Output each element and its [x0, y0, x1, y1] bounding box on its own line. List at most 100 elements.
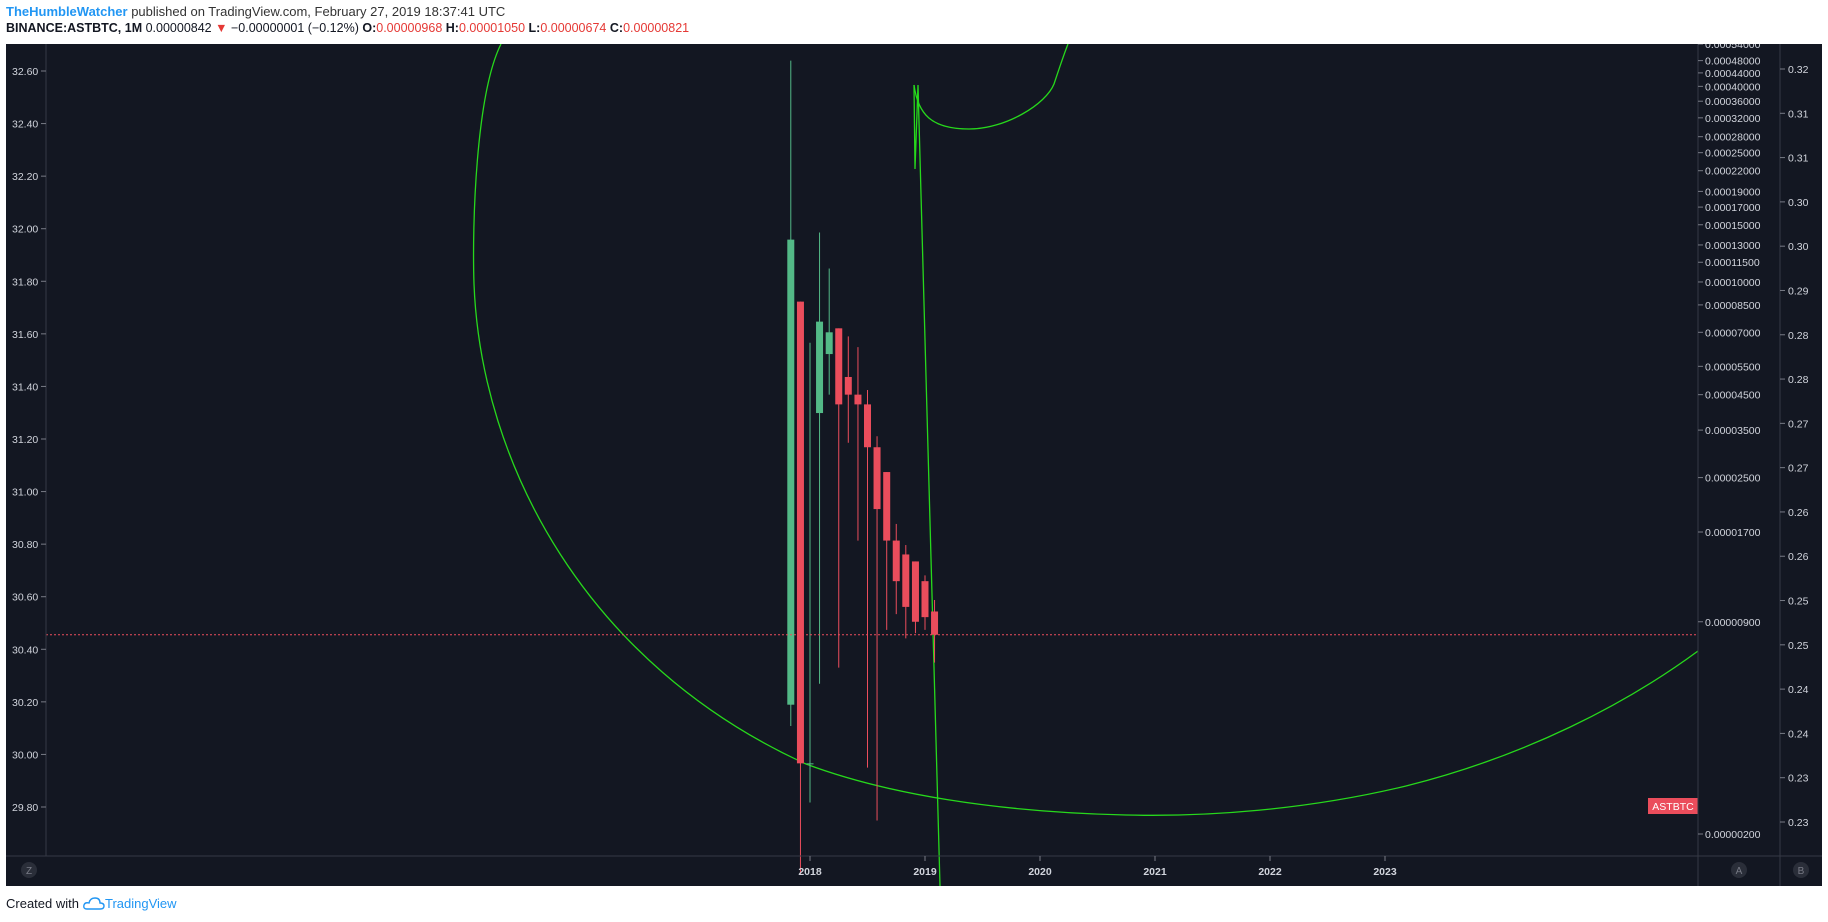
- candle-body: [864, 404, 871, 448]
- right-axis-label: 0.00002500: [1705, 473, 1761, 485]
- candle[interactable]: [911, 561, 919, 634]
- candle-body: [806, 763, 814, 765]
- time-axis[interactable]: 2018 2019 2020 2021 2022 2023: [798, 856, 1397, 878]
- left-axis-label: 31.20: [12, 434, 38, 446]
- right-axis-label: 0.00017000: [1705, 202, 1761, 214]
- candle-body: [854, 394, 862, 405]
- left-axis-label: 32.20: [12, 171, 38, 183]
- candle-body: [816, 321, 824, 414]
- right-axis-label: 0.00032000: [1705, 113, 1761, 125]
- publish-header: TheHumbleWatcher published on TradingVie…: [6, 4, 505, 19]
- low-value: 0.00000674: [540, 21, 607, 35]
- scale-button-left-bg[interactable]: [21, 862, 37, 878]
- tradingview-link[interactable]: TradingView: [83, 896, 177, 911]
- far-right-axis-label: 0.30: [1788, 197, 1809, 209]
- far-right-axis-label: 0.24: [1788, 728, 1809, 740]
- candle[interactable]: [892, 523, 900, 615]
- candle[interactable]: [806, 342, 814, 803]
- right-axis-label: 0.00001700: [1705, 527, 1761, 539]
- right-axis-label: 0.00003500: [1705, 425, 1761, 437]
- chart-container[interactable]: ASTBTC 32.60 32.40 32.20 32.00 31.80 31.60 31.…: [6, 39, 1822, 887]
- arc-drawing-small[interactable]: [913, 43, 1069, 130]
- low-label: L:: [528, 21, 541, 35]
- right-price-axis[interactable]: 0.00054000 0.000480000.000440000.00040000…: [1698, 39, 1761, 841]
- far-right-axis-label: 0.26: [1788, 551, 1809, 563]
- candle[interactable]: [796, 301, 804, 875]
- far-right-axis-label: 0.31: [1788, 153, 1809, 165]
- high-value: 0.00001050: [458, 21, 526, 35]
- arc-drawing-large[interactable]: [472, 43, 1699, 816]
- left-axis-label: 30.00: [12, 749, 38, 761]
- tradingview-cloud-icon: [83, 896, 105, 910]
- scale-button-auto[interactable]: A: [1731, 862, 1747, 878]
- price-change: −0.00000001 (−0.12%): [230, 21, 359, 35]
- candle[interactable]: [835, 328, 843, 668]
- right-axis-label: 0.00048000: [1705, 56, 1761, 68]
- time-axis-label: 2020: [1028, 866, 1052, 878]
- close-value: 0.00000821: [623, 21, 690, 35]
- right-axis-label: 0.00000900: [1705, 617, 1761, 629]
- right-axis-label: 0.00028000: [1705, 132, 1761, 144]
- chart-svg[interactable]: ASTBTC 32.60 32.40 32.20 32.00 31.80 31.60 31.…: [6, 39, 1822, 887]
- candle[interactable]: [816, 232, 824, 684]
- scale-button-left-label: Z: [26, 866, 32, 877]
- candle[interactable]: [883, 472, 891, 630]
- scale-button-b-bg[interactable]: [1793, 862, 1809, 878]
- left-axis-label: 30.80: [12, 539, 38, 551]
- right-axis-label: 0.00013000: [1705, 240, 1761, 252]
- far-right-axis-label: 0.28: [1788, 330, 1809, 342]
- far-right-axis-label: 0.25: [1788, 596, 1809, 608]
- left-axis-label: 31.00: [12, 487, 38, 499]
- candle[interactable]: [931, 600, 939, 663]
- price-tag: ASTBTC: [1648, 798, 1698, 814]
- time-axis-label: 2022: [1258, 866, 1282, 878]
- candle[interactable]: [921, 575, 929, 630]
- footer: Created with TradingView: [6, 896, 177, 911]
- far-right-price-axis[interactable]: 0.32 0.31 0.31 0.30 0.30 0.29 0.28 0.28 0.27 0.27…: [1780, 64, 1809, 829]
- open-value: 0.00000968: [376, 21, 443, 35]
- candle[interactable]: [902, 545, 910, 639]
- time-axis-label: 2023: [1373, 866, 1397, 878]
- right-axis-label: 0.00011500: [1705, 257, 1760, 269]
- candle[interactable]: [844, 336, 852, 443]
- time-axis-label: 2021: [1143, 866, 1167, 878]
- far-right-axis-label: 0.32: [1788, 64, 1809, 76]
- far-right-axis-label: 0.30: [1788, 241, 1809, 253]
- scale-button-b-label: B: [1798, 866, 1805, 877]
- candle[interactable]: [854, 347, 862, 541]
- scale-button-auto-bg[interactable]: [1731, 862, 1747, 878]
- left-axis-label: 31.40: [12, 381, 38, 393]
- candle[interactable]: [864, 390, 871, 768]
- far-right-axis-label: 0.29: [1788, 285, 1809, 297]
- left-price-axis[interactable]: 32.60 32.40 32.20 32.00 31.80 31.60 31.40 31.20…: [12, 66, 46, 814]
- tradingview-brand: TradingView: [104, 896, 177, 911]
- time-axis-label: 2019: [913, 866, 937, 878]
- candle-body: [844, 376, 852, 395]
- candle-body: [902, 554, 910, 607]
- right-axis-label: 0.00040000: [1705, 81, 1761, 93]
- trend-line-drawing[interactable]: [913, 84, 941, 887]
- far-right-axis-label: 0.25: [1788, 640, 1809, 652]
- candle-body: [921, 581, 929, 618]
- far-right-axis-label: 0.31: [1788, 108, 1809, 120]
- down-arrow-icon: ▼: [215, 21, 228, 35]
- scale-button-b[interactable]: B: [1793, 862, 1809, 878]
- candle[interactable]: [825, 268, 833, 395]
- candle[interactable]: [787, 60, 795, 726]
- right-axis-label: 0.00008500: [1705, 300, 1761, 312]
- author-link[interactable]: TheHumbleWatcher: [6, 4, 128, 19]
- left-axis-label: 30.40: [12, 644, 38, 656]
- right-axis-label: 0.00044000: [1705, 68, 1761, 80]
- left-axis-label: 32.60: [12, 66, 38, 78]
- candle-body: [873, 447, 881, 510]
- right-axis-label: 0.00004500: [1705, 390, 1761, 402]
- left-axis-label: 31.60: [12, 329, 38, 341]
- candle-body: [796, 301, 804, 764]
- candle-body: [787, 239, 795, 705]
- price-tag-box: [1648, 798, 1698, 814]
- candle[interactable]: [873, 436, 881, 821]
- scale-button-left[interactable]: Z: [21, 862, 37, 878]
- high-label: H:: [445, 21, 459, 35]
- price-tag-label: ASTBTC: [1652, 801, 1694, 813]
- left-axis-label: 29.80: [12, 802, 38, 814]
